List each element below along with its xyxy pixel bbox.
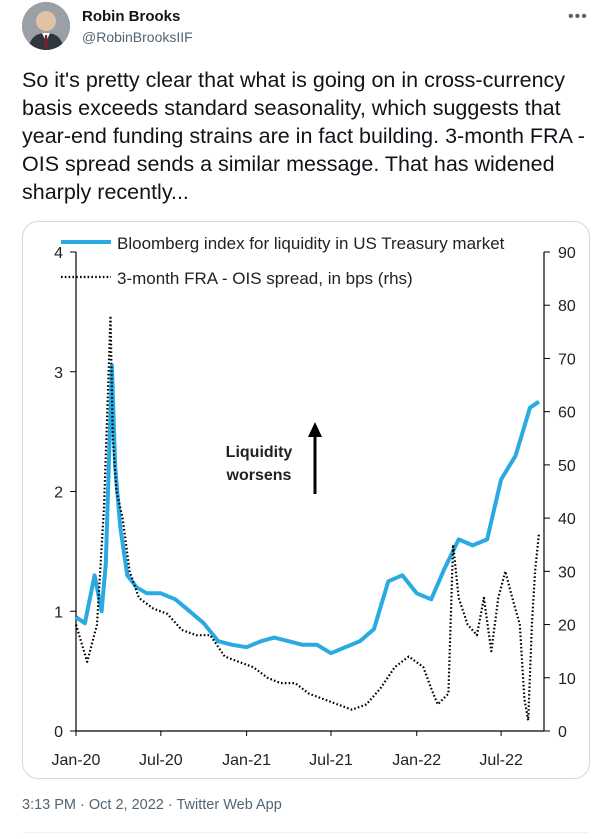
right-tick-label: 80 [558, 298, 576, 315]
right-tick-label: 20 [558, 618, 576, 635]
author-handle[interactable]: @RobinBrooksIIF [82, 29, 193, 45]
legend-label-liquidity: Bloomberg index for liquidity in US Trea… [117, 234, 505, 253]
right-tick-label: 60 [558, 405, 576, 422]
left-tick-label: 0 [54, 724, 63, 741]
avatar[interactable] [22, 2, 70, 50]
right-tick-label: 50 [558, 458, 576, 475]
annotation-arrow-head [308, 422, 322, 437]
source-app[interactable]: Twitter Web App [176, 797, 282, 813]
tweet-media-chart[interactable]: 0 1 2 3 4 0 10 20 30 40 50 60 70 80 90 Jan-20 Jul-20 Jan-… [22, 221, 590, 779]
tweet-meta: 3:13 PM · Oct 2, 2022 · Twitter Web App [22, 797, 282, 813]
more-horizontal-icon[interactable]: ••• [568, 8, 588, 25]
series-line-liquidity [74, 363, 541, 656]
annotation-liquidity: Liquidity [226, 444, 293, 461]
left-tick-label: 4 [54, 245, 63, 262]
right-tick-label: 70 [558, 351, 576, 368]
x-tick-label: Jan-22 [392, 752, 441, 769]
left-tick-label: 2 [54, 485, 63, 502]
tweet-text: So it's pretty clear that what is going … [22, 68, 585, 204]
x-tick-label: Jan-21 [222, 752, 271, 769]
x-tick-label: Jul-21 [309, 752, 353, 769]
avatar-portrait [22, 2, 70, 50]
right-tick-label: 40 [558, 511, 576, 528]
divider [22, 832, 588, 833]
x-tick-label: Jul-20 [139, 752, 183, 769]
right-tick-label: 10 [558, 671, 576, 688]
timestamp[interactable]: 3:13 PM · Oct 2, 2022 [22, 797, 164, 813]
right-tick-label: 90 [558, 245, 576, 262]
legend-label-fra-ois: 3-month FRA - OIS spread, in bps (rhs) [117, 269, 413, 288]
meta-separator: · [163, 797, 177, 813]
x-tick-label: Jan-20 [52, 752, 101, 769]
right-tick-label: 0 [558, 724, 567, 741]
series-line-fra-ois [74, 314, 540, 722]
x-tick-label: Jul-22 [479, 752, 523, 769]
left-tick-label: 1 [54, 604, 63, 621]
author-name[interactable]: Robin Brooks [82, 8, 181, 25]
annotation-worsens: worsens [226, 467, 292, 484]
right-tick-label: 30 [558, 564, 576, 581]
left-tick-label: 3 [54, 365, 63, 382]
